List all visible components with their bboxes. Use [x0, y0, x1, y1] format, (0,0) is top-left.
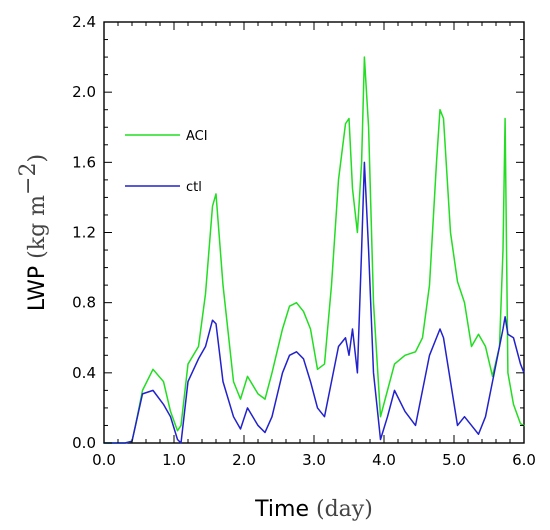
legend-label-ctl: ctl — [186, 180, 202, 195]
legend-label-aci: ACI — [186, 129, 208, 144]
x-axis-title: Time (day) — [254, 497, 373, 522]
labels-group: 0.0 1.0 2.0 3.0 4.0 5.0 6.0 0.0 0.4 0.8 1.2 1.6 2.0 2… — [16, 13, 536, 522]
x-tick-label: 3.0 — [302, 451, 326, 469]
y-axis-title-text: LWP — [25, 259, 50, 311]
y-tick-label: 2.0 — [72, 83, 96, 101]
x-tick-label: 1.0 — [162, 451, 186, 469]
y-tick-label: 1.6 — [72, 153, 96, 171]
x-tick-label: 5.0 — [442, 451, 466, 469]
ticks-group — [103, 21, 525, 444]
y-tick-label: 0.4 — [72, 364, 96, 382]
y-axis-unit: (kg m — [25, 195, 50, 259]
y-tick-label: 1.2 — [72, 224, 96, 242]
series-line-aci — [103, 56, 525, 444]
series-group — [103, 56, 525, 444]
plot-border — [103, 21, 525, 444]
x-tick-label: 0.0 — [92, 451, 116, 469]
y-tick-label: 2.4 — [72, 13, 96, 31]
x-tick-label: 4.0 — [372, 451, 396, 469]
series-line-ctl — [103, 161, 525, 444]
x-tick-label: 6.0 — [512, 451, 536, 469]
legend: ACI ctl — [125, 129, 208, 195]
y-tick-label: 0.8 — [72, 294, 96, 312]
y-axis-unit-close: ) — [25, 154, 50, 163]
y-axis-title: LWP (kg m−2) — [16, 154, 50, 311]
x-tick-label: 2.0 — [232, 451, 256, 469]
x-axis-title-text: Time — [254, 497, 316, 522]
x-axis-unit: (day) — [316, 497, 373, 522]
y-tick-label: 0.0 — [72, 434, 96, 452]
plot-frame — [103, 21, 525, 444]
y-axis-unit-exponent: −2 — [16, 163, 41, 195]
